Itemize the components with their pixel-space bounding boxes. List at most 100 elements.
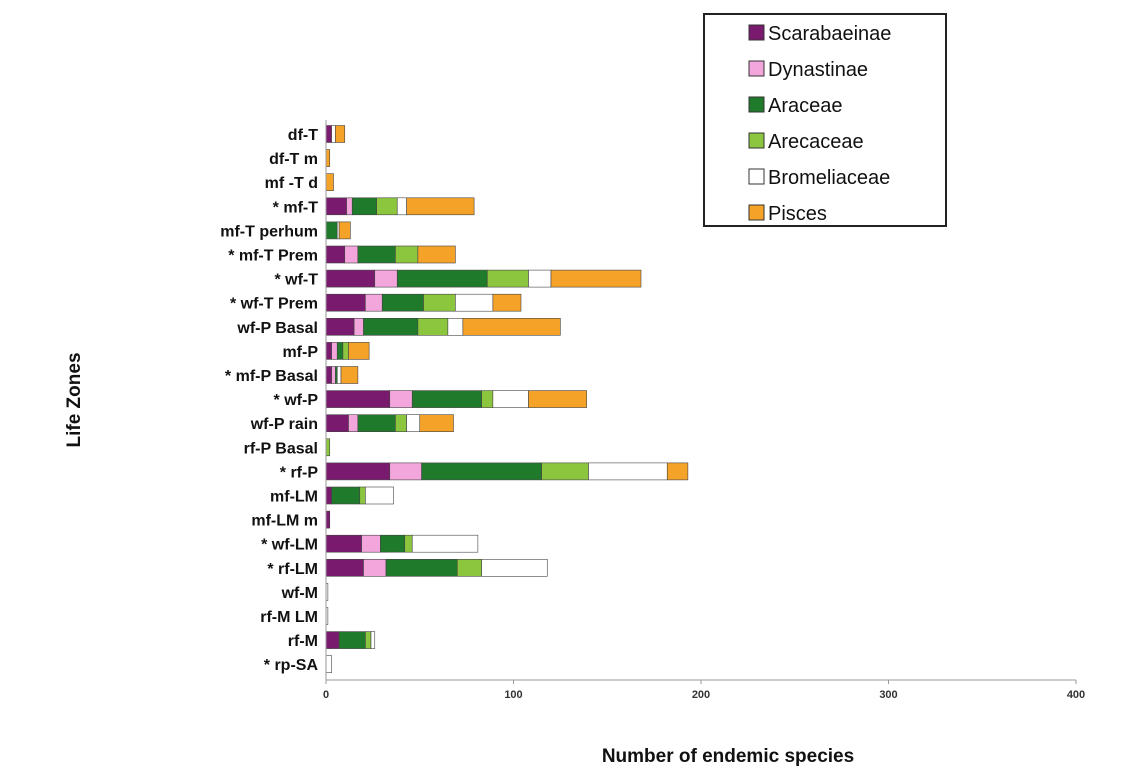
- bar-segment-mf-p-basal-scarabaeinae: [325, 366, 332, 384]
- bar-segment-wf-p-scarabaeinae: [325, 390, 391, 408]
- bar-segment-mf-lm-araceae: [331, 486, 361, 505]
- bar-segment-wf-p-rain-pisces: [419, 414, 454, 433]
- bar-segment-wf-lm-bromeliaceae: [411, 534, 479, 553]
- bar-segment-wf-t-prem-dynastinae: [365, 293, 383, 312]
- x-axis-title: Number of endemic species: [602, 746, 854, 767]
- legend-label-dynastinae: Dynastinae: [768, 59, 868, 81]
- category-label-wf-lm: * wf-LM: [261, 537, 318, 554]
- bar-segment-wf-t-scarabaeinae: [325, 269, 376, 288]
- bar-segment-wf-p-basal-araceae: [363, 317, 419, 336]
- bar-segment-rf-p-araceae: [421, 462, 542, 481]
- legend-swatch-dynastinae: [748, 60, 765, 77]
- category-label-wf-p: * wf-P: [274, 392, 319, 409]
- bar-segment-mf-p-scarabaeinae: [325, 342, 332, 360]
- legend: Scarabaeinae Dynastinae Araceae Arecaceae Br…: [703, 13, 947, 227]
- category-label-rf-p-basal: rf-P Basal: [244, 440, 318, 457]
- category-label-mf-lm: mf-LM: [270, 489, 318, 506]
- bar-segment-wf-p-rain-bromeliaceae: [406, 414, 421, 433]
- x-tick-label-300: 300: [879, 689, 897, 701]
- bar-segment-wf-p-basal-bromeliaceae: [447, 317, 464, 336]
- bar-segment-mf-t-pisces: [406, 197, 475, 216]
- legend-box: [703, 13, 947, 227]
- bar-segment-mf-t-prem-pisces: [417, 245, 456, 264]
- bar-segment-wf-p-basal-arecaceae: [417, 317, 449, 336]
- bar-segment-rf-m-bromeliaceae: [370, 631, 376, 649]
- bar-segment-df-t-m-pisces: [325, 149, 331, 167]
- bar-segment-rf-m-scarabaeinae: [325, 631, 340, 649]
- bar-segment-mf-t-perhum-pisces: [338, 221, 351, 240]
- bar-segment-rf-lm-araceae: [385, 558, 458, 577]
- legend-swatch-araceae: [748, 96, 765, 113]
- category-label-wf-t: * wf-T: [274, 272, 318, 289]
- bar-segment-wf-p-rain-scarabaeinae: [325, 414, 349, 433]
- legend-swatch-bromeliaceae: [748, 168, 765, 185]
- bar-segment-mf-p-dynastinae: [331, 342, 338, 360]
- category-label-mf-t-prem: * mf-T Prem: [228, 248, 318, 265]
- bar-segment-mf-lm-scarabaeinae: [325, 486, 332, 505]
- legend-label-pisces: Pisces: [768, 203, 827, 225]
- legend-swatch-pisces: [748, 204, 765, 221]
- bar-segment-rf-m-araceae: [338, 631, 366, 649]
- tick-labels: 0 100 200 300 400: [323, 689, 1085, 701]
- category-label-mf-t: * mf-T: [273, 199, 319, 216]
- bar-segment-mf-t-scarabaeinae: [325, 197, 347, 216]
- bar-segment-wf-p-basal-dynastinae: [353, 317, 364, 336]
- bar-segment-rf-p-arecaceae: [541, 462, 589, 481]
- bar-segment-wf-t-prem-araceae: [381, 293, 424, 312]
- bar-segment-wf-t-araceae: [396, 269, 488, 288]
- bar-segment-mf-t-araceae: [351, 197, 377, 216]
- category-label-rp-sa: * rp-SA: [264, 657, 319, 674]
- category-label-mf-t-perhum: mf-T perhum: [220, 223, 318, 240]
- bar-segment-mf-t-prem-scarabaeinae: [325, 245, 346, 264]
- bar-segment-wf-lm-dynastinae: [361, 534, 381, 553]
- category-label-wf-p-basal: wf-P Basal: [236, 320, 318, 337]
- bar-segment-wf-p-pisces: [528, 390, 587, 408]
- bar-segment-wf-lm-arecaceae: [404, 534, 413, 553]
- category-label-wf-p-rain: wf-P rain: [250, 416, 318, 433]
- bar-segment-wf-t-pisces: [550, 269, 642, 288]
- bar-segment-mf-p-araceae: [336, 342, 344, 360]
- bar-segment-mf-t-bromeliaceae: [396, 197, 407, 216]
- bar-segment-wf-p-araceae: [411, 390, 482, 408]
- category-label-df-t: df-T: [288, 127, 318, 144]
- category-labels: df-T df-T m mf -T d * mf-T mf-T perhum * mf-T…: [220, 127, 318, 674]
- bar-segment-rf-p-bromeliaceae: [588, 462, 668, 481]
- bar-segment-wf-p-rain-dynastinae: [348, 414, 359, 433]
- bar-segment-rf-lm-bromeliaceae: [481, 558, 548, 577]
- x-tick-label-400: 400: [1067, 689, 1085, 701]
- bar-segment-wf-t-prem-pisces: [492, 293, 522, 312]
- legend-label-araceae: Araceae: [768, 95, 843, 117]
- bar-segment-wf-t-prem-arecaceae: [423, 293, 456, 312]
- x-tick-label-200: 200: [692, 689, 710, 701]
- category-label-rf-m: rf-M: [288, 633, 318, 650]
- bar-segment-rf-lm-arecaceae: [456, 558, 482, 577]
- bar-segment-mf-p-basal-bromeliaceae: [336, 366, 342, 384]
- category-label-wf-m: wf-M: [281, 585, 318, 602]
- bar-segment-mf-t-prem-dynastinae: [344, 245, 359, 264]
- category-label-wf-t-prem: * wf-T Prem: [230, 296, 318, 313]
- bar-segment-rf-lm-dynastinae: [363, 558, 387, 577]
- bar-segment-wf-t-bromeliaceae: [528, 269, 552, 288]
- bar-segment-wf-p-bromeliaceae: [492, 390, 529, 408]
- bar-segment-mf-t-arecaceae: [376, 197, 398, 216]
- legend-label-bromeliaceae: Bromeliaceae: [768, 167, 890, 189]
- category-label-mf-lm-m: mf-LM m: [251, 513, 318, 530]
- bar-segment-mf-p-basal-pisces: [340, 366, 359, 384]
- bar-segment-wf-p-rain-arecaceae: [395, 414, 407, 433]
- category-label-mf-p: mf-P: [282, 344, 318, 361]
- bar-segment-wf-t-prem-scarabaeinae: [325, 293, 366, 312]
- bar-segment-rf-p-scarabaeinae: [325, 462, 391, 481]
- bar-segment-rf-p-dynastinae: [389, 462, 422, 481]
- bar-segment-wf-p-dynastinae: [389, 390, 413, 408]
- category-label-rf-lm: * rf-LM: [267, 561, 318, 578]
- bar-segment-rf-m-arecaceae: [365, 631, 372, 649]
- bar-segment-wf-p-basal-scarabaeinae: [325, 317, 355, 336]
- axes-layer: [325, 120, 1077, 684]
- bar-segment-wf-lm-scarabaeinae: [325, 534, 362, 553]
- bar-segment-mf-p-pisces: [348, 342, 370, 360]
- bar-segment-rf-p-basal-arecaceae: [325, 438, 331, 457]
- category-label-mf-p-basal: * mf-P Basal: [225, 368, 318, 385]
- x-tick-label-100: 100: [504, 689, 522, 701]
